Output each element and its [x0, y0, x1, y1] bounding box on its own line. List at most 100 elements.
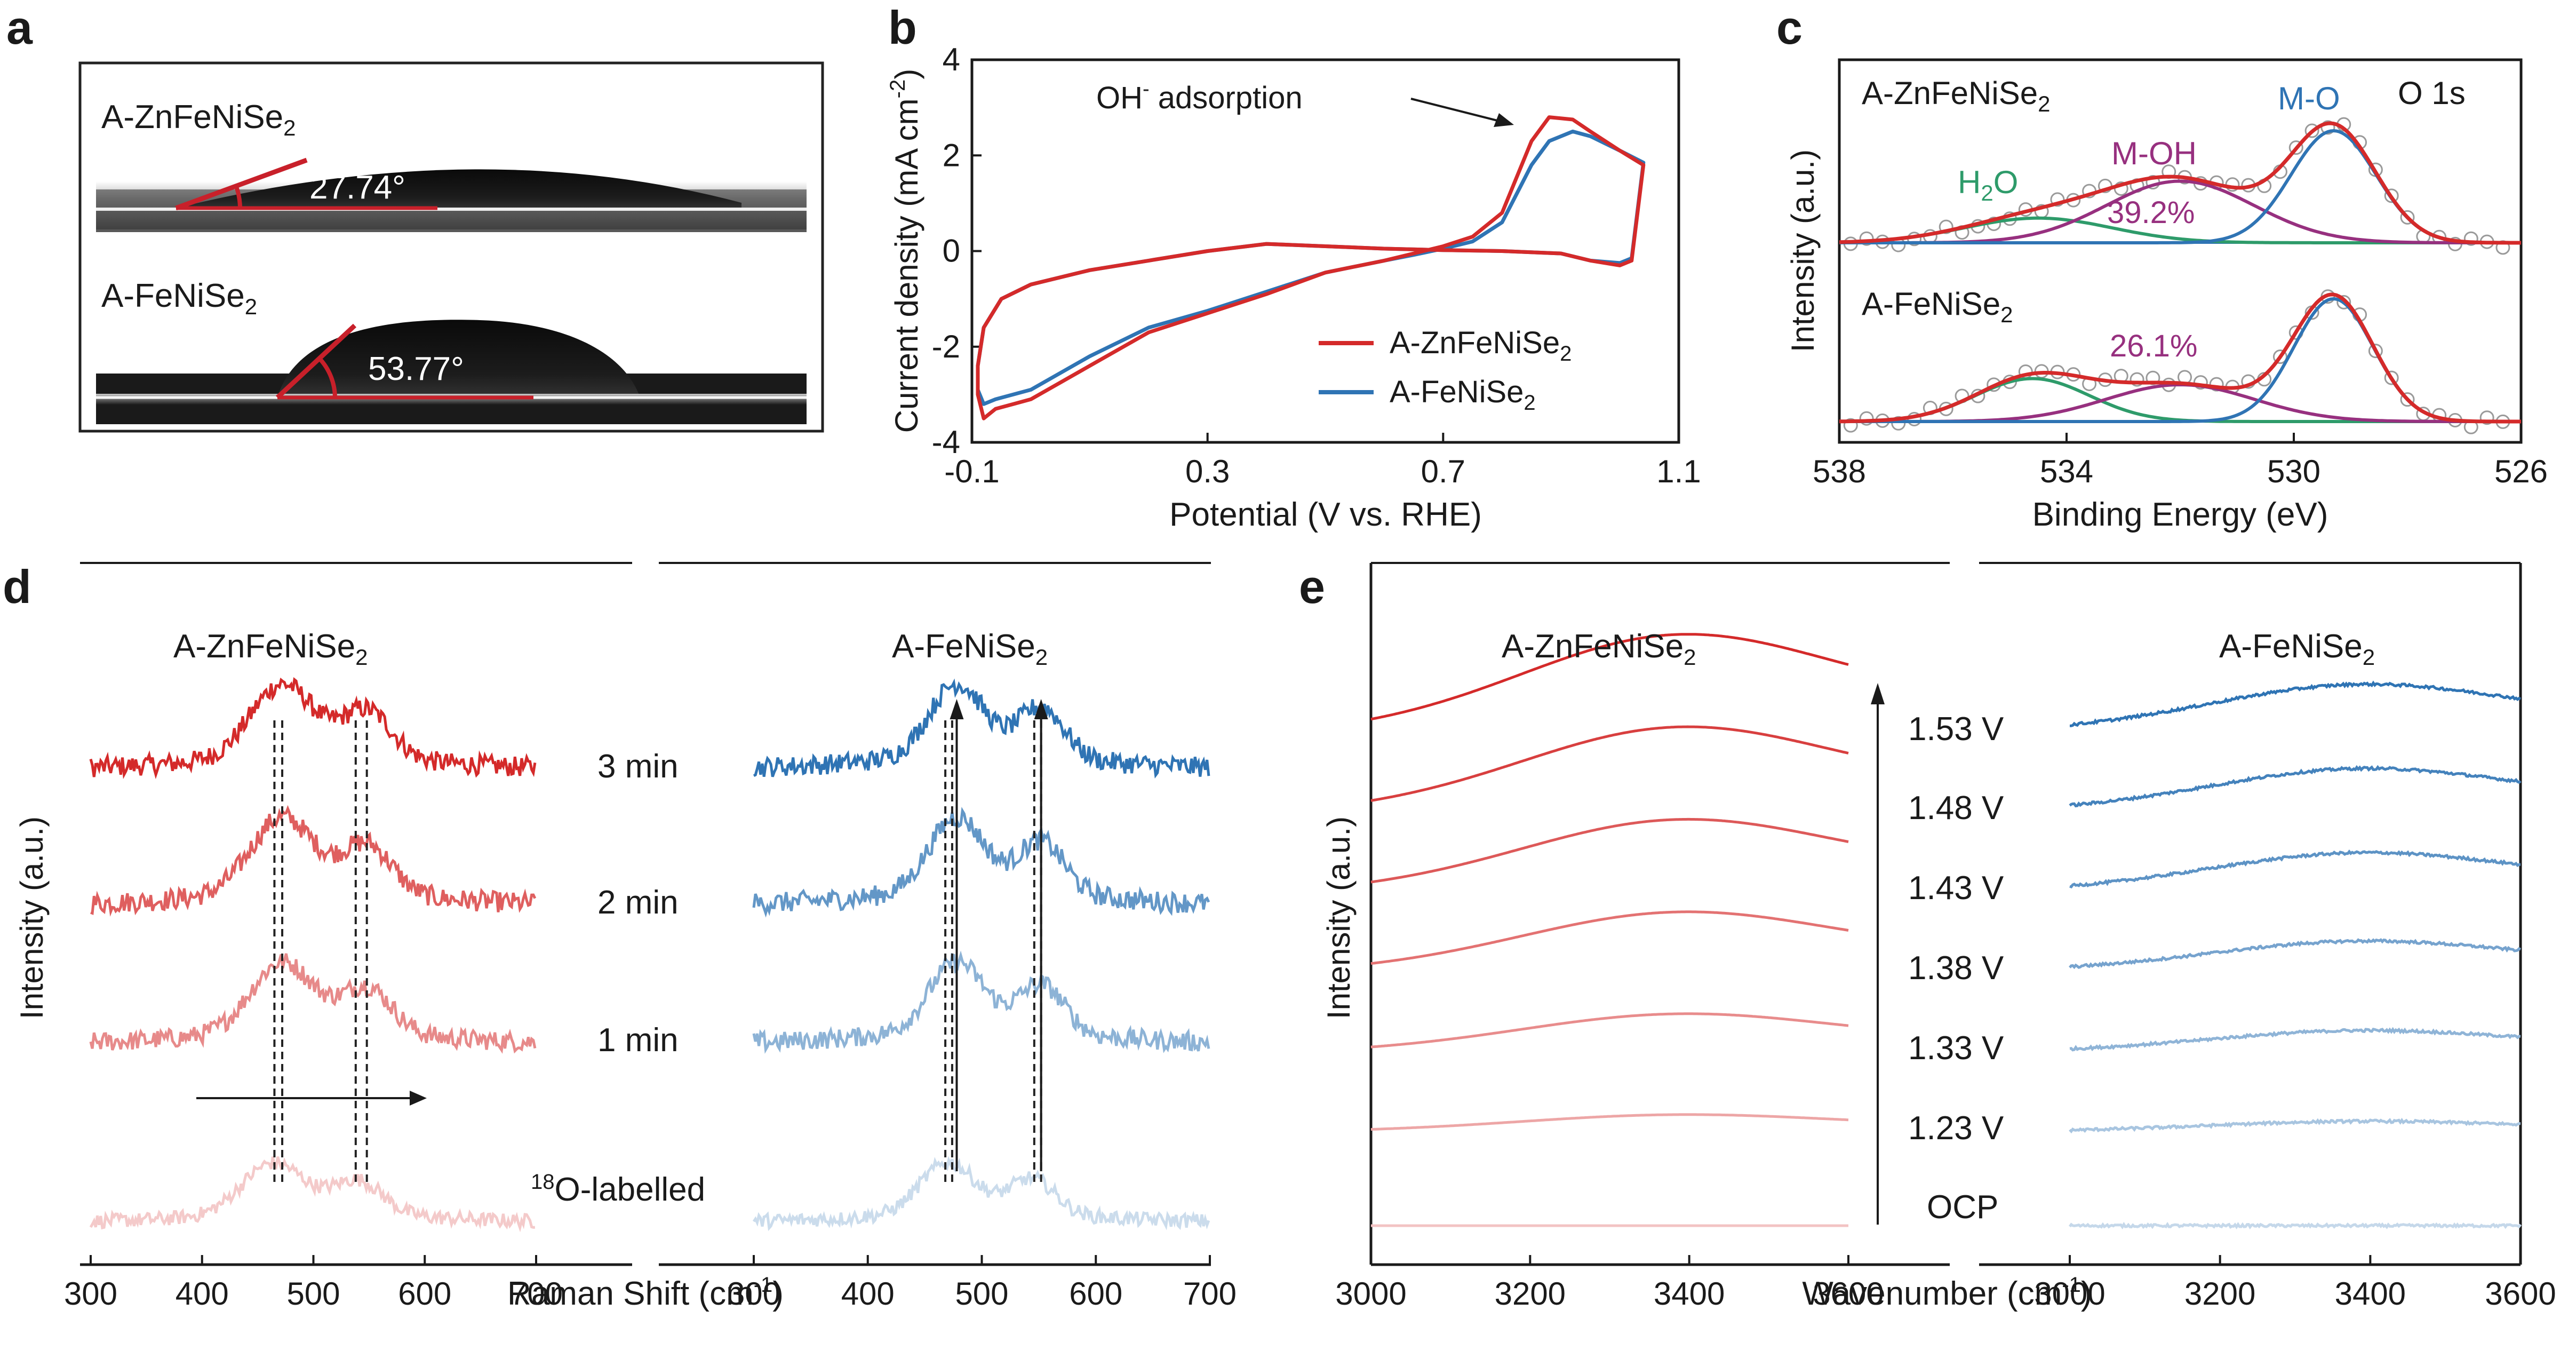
x-axis-label-b: Potential (V vs. RHE): [1169, 496, 1482, 533]
cv-curve-blue: [976, 129, 1646, 406]
xps-data-point: [2130, 372, 2144, 387]
plot-frame-b: [970, 58, 1680, 444]
cv-curve-red: [976, 115, 1646, 420]
raman-trace: [90, 805, 537, 917]
core-level-label: O 1s: [2398, 75, 2466, 111]
x-tick-label: 526: [2494, 454, 2548, 489]
angle-value-bottom: 53.77°: [368, 351, 464, 387]
y-axis-label-c: Intensity (a.u.): [1785, 149, 1821, 352]
contact-angle-image-top: A-ZnFeNiSe2 27.74°: [96, 99, 807, 232]
panel-letter-c: c: [1776, 1, 1803, 54]
raman-curves: [89, 677, 1210, 1233]
raman-trace: [89, 677, 537, 780]
time-label-3min: 3 min: [597, 748, 679, 785]
cv-curves: [976, 115, 1646, 420]
xps-curves: [1839, 117, 2521, 434]
y-tick-label: -4: [932, 424, 960, 460]
xps-envelope: [1839, 121, 2521, 245]
xps-data-point: [1843, 418, 1858, 433]
x-tick-label: 3400: [1654, 1276, 1725, 1312]
xps-data-point: [2384, 188, 2399, 203]
tangent-marker: [275, 323, 357, 400]
ftir-trace: [2069, 1117, 2521, 1134]
x-tick-label: 3600: [2485, 1276, 2556, 1312]
x-tick-label: 600: [398, 1276, 451, 1312]
ftir-trace: [1370, 910, 1849, 965]
xps-data-point: [2320, 120, 2335, 135]
x-tick-label: 300: [64, 1276, 117, 1312]
raman-trace: [752, 1156, 1210, 1232]
raman-trace: [752, 807, 1210, 918]
angle-arc: [234, 186, 242, 209]
axes-b: -0.1 0.3 0.7 1.1 -4 -2 0 2 4: [932, 42, 1701, 489]
xps-data-point: [2368, 344, 2383, 359]
xps-data-point: [1939, 219, 1953, 234]
axes-c: 538 534 530 526: [1813, 433, 2548, 489]
x-tick-label: 700: [1183, 1276, 1237, 1312]
ftir-trace: [2069, 938, 2521, 970]
ftir-trace: [1370, 725, 1849, 802]
xps-sample-label-bottom: A-FeNiSe2: [1862, 286, 2013, 327]
legend-label-blue: A-FeNiSe2: [1390, 375, 1536, 415]
moh-percent-top: 39.2%: [2107, 195, 2195, 230]
x-tick-label: 3200: [1495, 1276, 1566, 1312]
y-tick-label: 4: [943, 42, 960, 77]
x-tick-label: 3000: [1335, 1276, 1406, 1312]
oh-adsorption-annotation: OH- adsorption: [1096, 78, 1303, 115]
xps-data-point: [2479, 410, 2494, 425]
xps-data-point: [1859, 411, 1874, 426]
ftir-trace: [2069, 1027, 2521, 1052]
ftir-trace: [1370, 1113, 1849, 1131]
y-axis-label-b: Current density (mA cm-2): [886, 69, 924, 433]
xps-envelope: [1839, 292, 2521, 424]
x-tick-label: 3600: [1813, 1276, 1884, 1312]
angle-value-top: 27.74°: [309, 169, 405, 206]
potential-label: 1.38 V: [1908, 950, 2004, 987]
xps-data-point: [2193, 375, 2208, 390]
x-tick-label: 534: [2040, 454, 2093, 489]
contact-angle-image-bottom: A-FeNiSe2 53.77°: [96, 277, 807, 424]
y-tick-label: 0: [943, 233, 960, 269]
ftir-trace: [1370, 633, 1849, 721]
annotation-arrow: [1410, 98, 1502, 123]
xps-data-point: [1859, 231, 1874, 246]
plot-frame-c: [1838, 58, 2523, 444]
xps-data-point: [2272, 350, 2287, 364]
raman-title-right: A-FeNiSe2: [892, 628, 1048, 670]
x-tick-label: 3400: [2335, 1276, 2406, 1312]
panel-letter-e: e: [1299, 560, 1325, 613]
x-axis-label-d: Raman Shift (cm-1): [507, 1273, 784, 1312]
potential-label: 1.23 V: [1908, 1110, 2004, 1147]
xps-data-point: [2304, 123, 2319, 138]
x-tick-label: 600: [1069, 1276, 1122, 1312]
panel-letter-a: a: [6, 1, 33, 54]
axes-e: 3000 3200 3400 3600 3000 3200 3400 3600: [1335, 1255, 2556, 1312]
axes-d: 300 400 500 600 700 300 400 500 600 700: [64, 1255, 1237, 1312]
raman-shift-arrowhead: [950, 699, 964, 719]
x-tick-label: 700: [509, 1276, 563, 1312]
x-tick-label: 3000: [2034, 1276, 2105, 1312]
panel-a: a A-ZnFeNiSe2 27.74° A-FeNiSe2 53.77°: [6, 1, 824, 433]
xps-data-point: [2400, 210, 2415, 225]
raman-trace: [752, 950, 1210, 1054]
potential-label: 1.48 V: [1908, 790, 2004, 827]
raman-title-left: A-ZnFeNiSe2: [173, 628, 368, 670]
xps-data-point: [2050, 192, 2065, 207]
ftir-trace: [1370, 1012, 1849, 1049]
legend-label-red: A-ZnFeNiSe2: [1390, 325, 1572, 366]
angle-arc: [318, 357, 337, 398]
potential-label: 1.53 V: [1908, 711, 2004, 748]
potential-arrowhead: [1871, 683, 1885, 704]
y-axis-label-e: Intensity (a.u.): [1321, 816, 1357, 1019]
shift-arrowhead: [410, 1091, 427, 1106]
mo-label: M-O: [2278, 81, 2340, 116]
ftir-trace: [2069, 765, 2522, 808]
panel-letter-d: d: [3, 560, 31, 613]
ftir-trace: [2068, 1221, 2522, 1230]
x-axis-label-e: Wavenumber (cm-1): [1802, 1273, 2092, 1312]
xps-data-point: [2400, 392, 2415, 407]
sample-label-bottom: A-FeNiSe2: [101, 277, 257, 319]
labelled-text: 18O-labelled: [531, 1170, 705, 1208]
potential-label: 1.43 V: [1908, 870, 2004, 907]
x-tick-label: 1.1: [1656, 454, 1701, 489]
